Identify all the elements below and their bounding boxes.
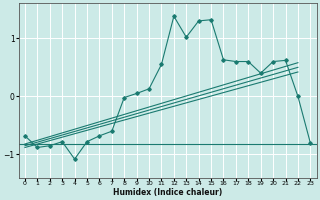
X-axis label: Humidex (Indice chaleur): Humidex (Indice chaleur): [113, 188, 222, 197]
